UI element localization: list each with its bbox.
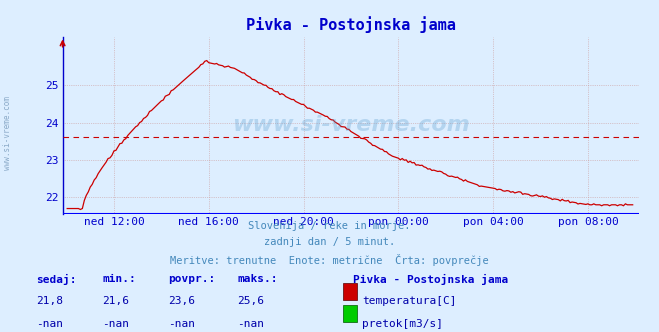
Text: www.si-vreme.com: www.si-vreme.com (232, 115, 470, 135)
Text: -nan: -nan (102, 319, 129, 329)
Text: temperatura[C]: temperatura[C] (362, 296, 457, 306)
Text: 21,8: 21,8 (36, 296, 63, 306)
Title: Pivka - Postojnska jama: Pivka - Postojnska jama (246, 16, 456, 33)
Text: zadnji dan / 5 minut.: zadnji dan / 5 minut. (264, 237, 395, 247)
Text: 25,6: 25,6 (237, 296, 264, 306)
Text: pretok[m3/s]: pretok[m3/s] (362, 319, 444, 329)
Text: Pivka - Postojnska jama: Pivka - Postojnska jama (353, 274, 508, 285)
Text: povpr.:: povpr.: (168, 274, 215, 284)
Text: Meritve: trenutne  Enote: metrične  Črta: povprečje: Meritve: trenutne Enote: metrične Črta: … (170, 254, 489, 266)
Text: -nan: -nan (237, 319, 264, 329)
Text: 23,6: 23,6 (168, 296, 195, 306)
Text: Slovenija / reke in morje.: Slovenija / reke in morje. (248, 221, 411, 231)
Text: www.si-vreme.com: www.si-vreme.com (3, 96, 13, 170)
Text: sedaj:: sedaj: (36, 274, 76, 285)
Text: -nan: -nan (36, 319, 63, 329)
Text: min.:: min.: (102, 274, 136, 284)
Text: maks.:: maks.: (237, 274, 277, 284)
Text: 21,6: 21,6 (102, 296, 129, 306)
Text: -nan: -nan (168, 319, 195, 329)
